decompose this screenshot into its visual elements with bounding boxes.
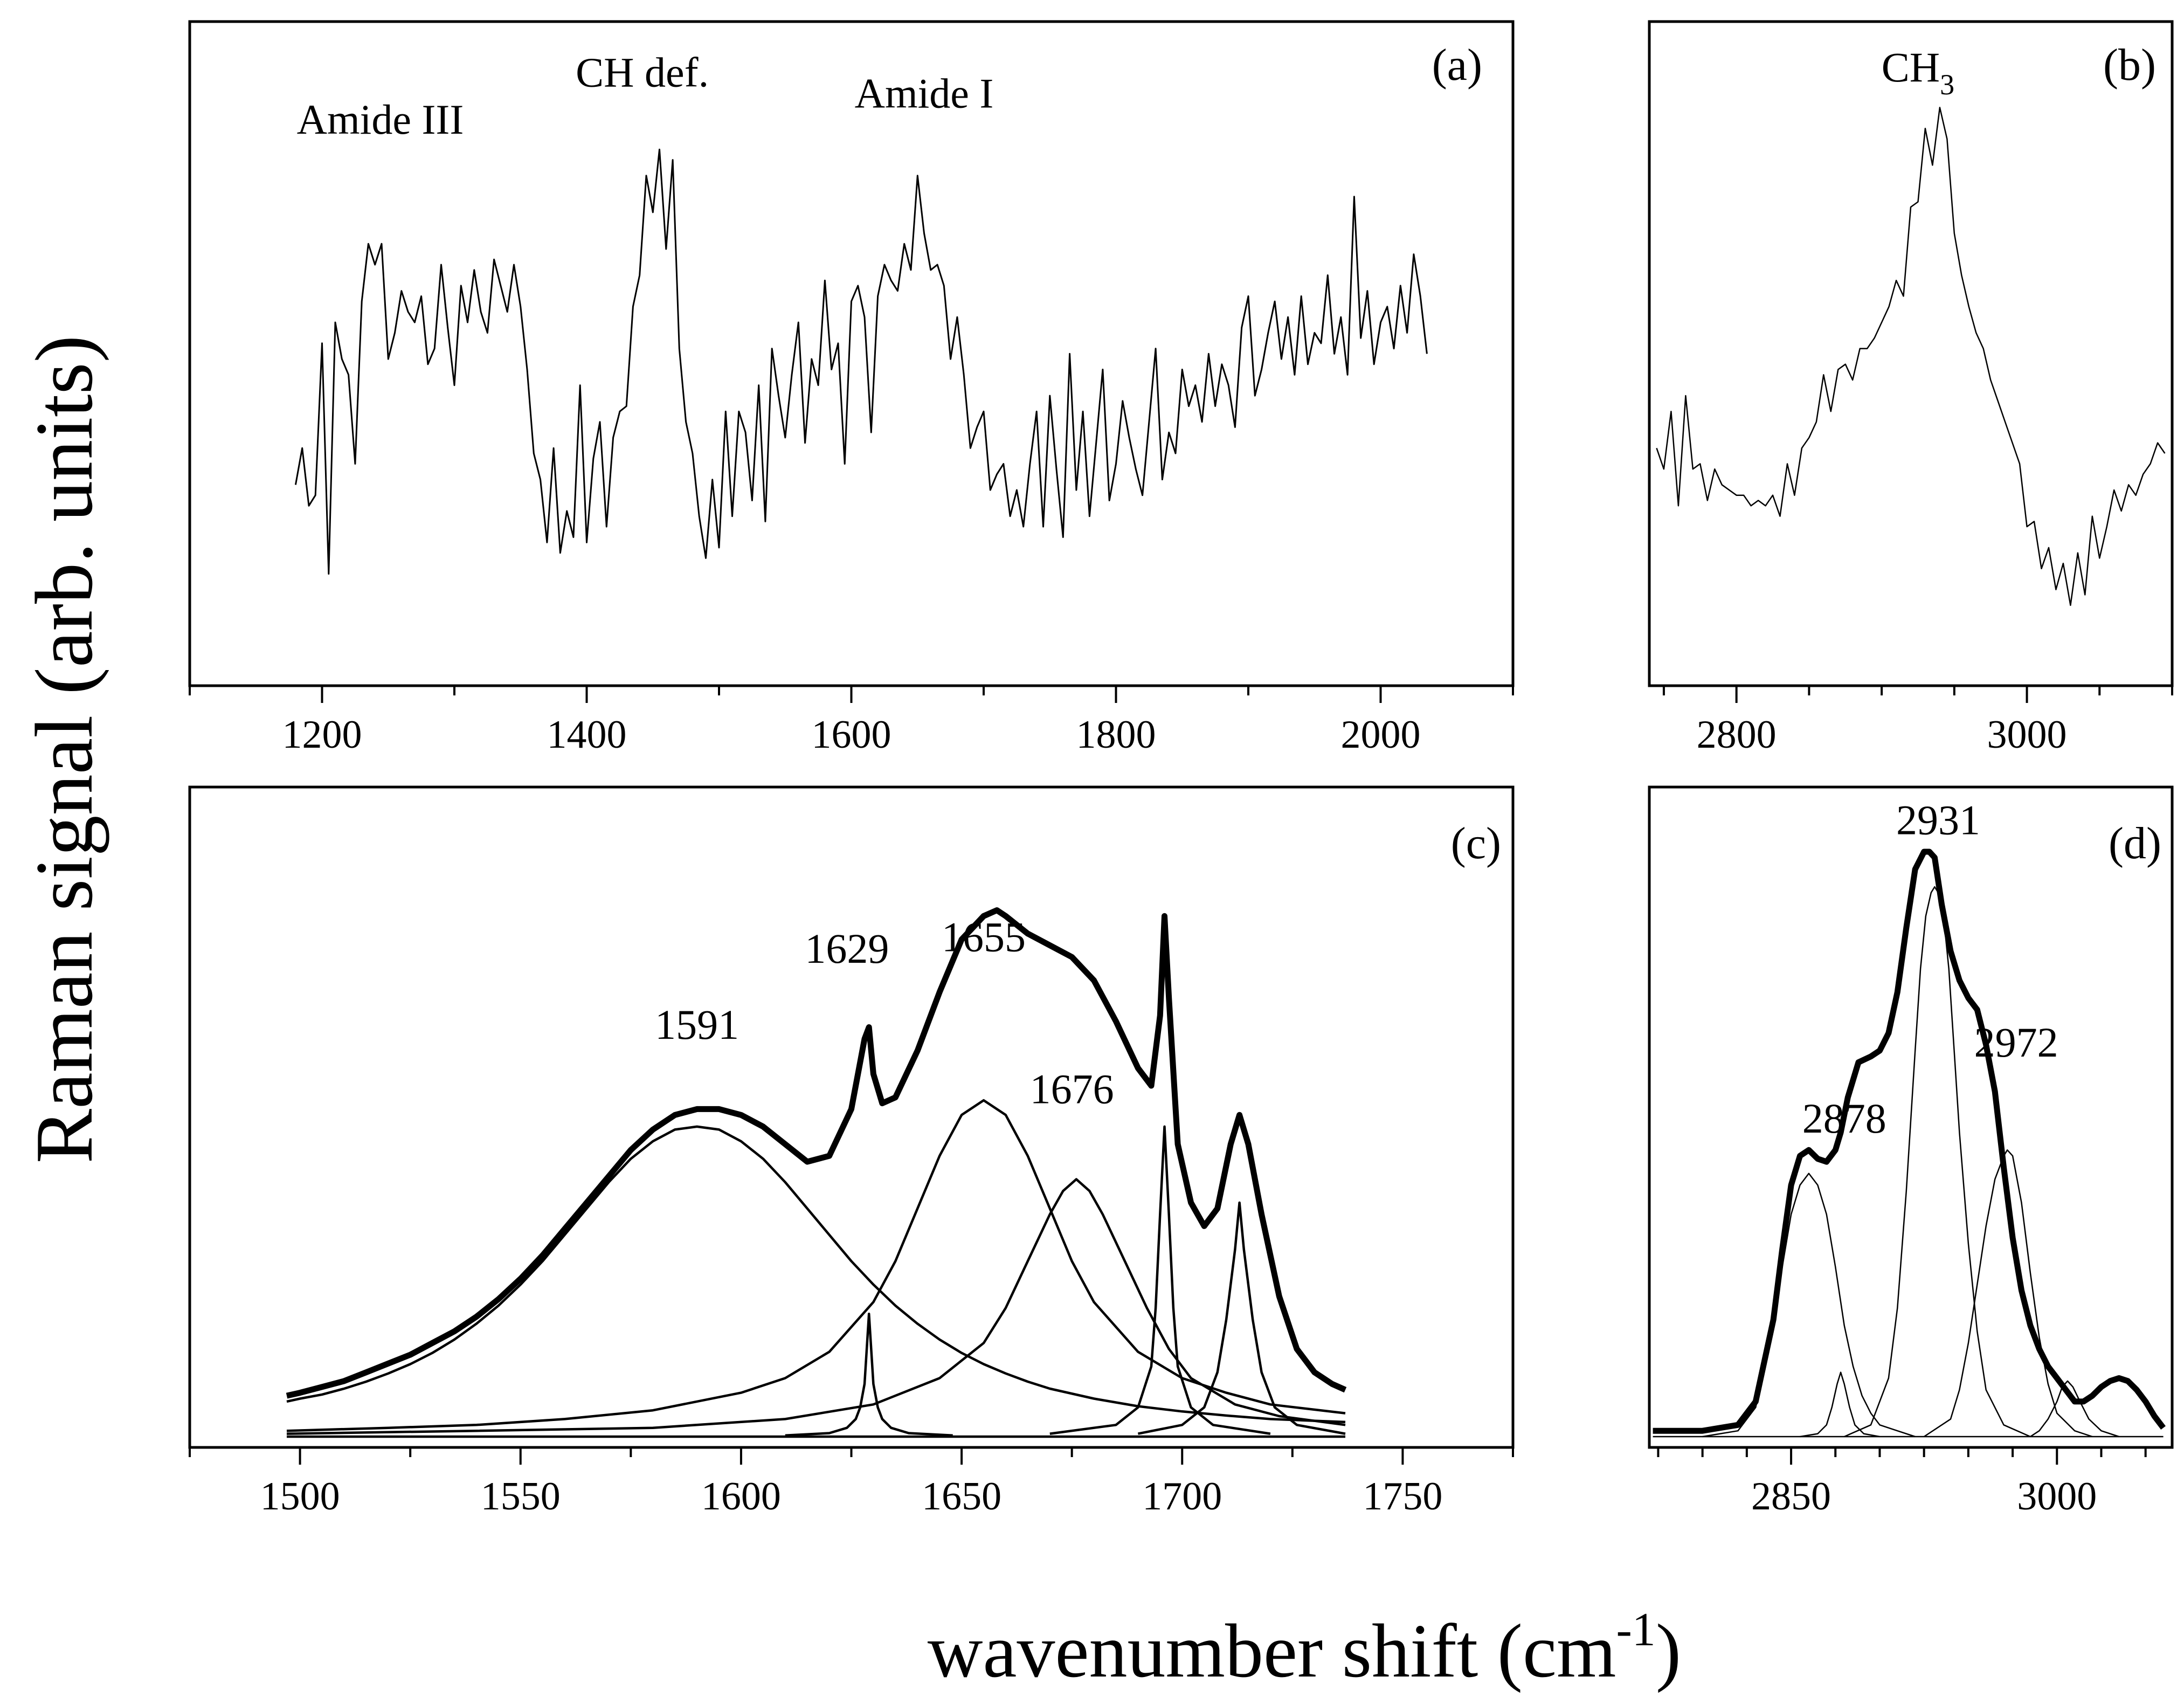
panel-c-annotation-2: 1655 bbox=[942, 913, 1026, 960]
panel-c-tick-label: 1500 bbox=[260, 1474, 340, 1519]
panel-c-series-5 bbox=[1049, 1125, 1271, 1435]
panel-a-tick-label: 1800 bbox=[1076, 713, 1156, 757]
x-axis-title-sup: -1 bbox=[1616, 1604, 1655, 1656]
panel-c-annotation-1-text: 1629 bbox=[805, 925, 889, 972]
panel-d-series-4 bbox=[1924, 1149, 2093, 1438]
panel-c-annotation-2-text: 1655 bbox=[942, 913, 1026, 960]
panel-d: 2850 3000 2878 2931 2972 (d) bbox=[1648, 785, 2174, 1519]
panel-a-annotation-2: Amide I bbox=[855, 70, 994, 116]
panel-a-series bbox=[294, 148, 1428, 575]
panel-b-series bbox=[1656, 107, 2166, 606]
panel-a-annotation-1: CH def. bbox=[576, 49, 709, 96]
panel-c-series bbox=[286, 907, 1347, 1438]
panel-c-tick-label: 1600 bbox=[701, 1474, 781, 1519]
panel-d-annotations: 2878 2931 2972 bbox=[1802, 796, 2058, 1141]
panel-d-annotation-2-text: 2972 bbox=[1974, 1019, 2058, 1066]
panel-c-annotation-1: 1629 bbox=[805, 925, 889, 972]
panel-c-annotation-0: 1591 bbox=[655, 1001, 739, 1048]
x-axis-title: wavenumber shift (cm-1) bbox=[928, 1604, 1681, 1693]
panel-c-series-2 bbox=[785, 1312, 953, 1437]
y-axis-title: Raman signal (arb. units) bbox=[19, 335, 109, 1164]
panel-b-annotation-0-text: CH bbox=[1882, 44, 1940, 91]
panel-a-tick-label: 1200 bbox=[282, 713, 362, 757]
panel-d-annotation-1-text: 2931 bbox=[1896, 796, 1980, 843]
panel-d-x-axis: 2850 3000 bbox=[1657, 1447, 2147, 1519]
panel-c: 1500 1550 1600 1650 1700 1750 1591 1629 1655 167… bbox=[188, 785, 1515, 1519]
panel-d-annotation-0: 2878 bbox=[1802, 1095, 1886, 1142]
panel-c-series-4 bbox=[286, 1178, 1346, 1435]
panel-b-label: (b) bbox=[2103, 40, 2156, 90]
panel-c-label: (c) bbox=[1451, 818, 1501, 868]
x-axis-title-close: ) bbox=[1656, 1608, 1681, 1693]
panel-a-series-0 bbox=[294, 148, 1428, 575]
panel-a-annotation-2-text: Amide I bbox=[855, 70, 994, 116]
panel-c-x-axis: 1500 1550 1600 1650 1700 1750 bbox=[189, 1447, 1514, 1519]
panel-b-annotations: CH3 bbox=[1882, 44, 1954, 101]
panel-a-tick-label: 1400 bbox=[547, 713, 627, 757]
panel-b-annotation-0: CH3 bbox=[1882, 44, 1954, 101]
panel-a-x-axis: 1200 1400 1600 1800 2000 bbox=[189, 686, 1514, 757]
panel-a-tick-label: 1600 bbox=[812, 713, 891, 757]
x-axis-title-main: wavenumber shift (cm bbox=[928, 1608, 1616, 1693]
panel-c-annotation-3-text: 1676 bbox=[1030, 1066, 1114, 1113]
panel-c-series-1 bbox=[286, 1125, 1346, 1424]
panel-d-tick-label: 2850 bbox=[1751, 1474, 1831, 1519]
panel-d-annotation-0-text: 2878 bbox=[1802, 1095, 1886, 1142]
panel-a-annotation-0: Amide III bbox=[297, 96, 464, 143]
panel-c-tick-label: 1750 bbox=[1363, 1474, 1442, 1519]
panel-c-annotation-3: 1676 bbox=[1030, 1066, 1114, 1113]
panel-c-annotation-0-text: 1591 bbox=[655, 1001, 739, 1048]
panel-c-tick-label: 1700 bbox=[1142, 1474, 1222, 1519]
panel-d-series bbox=[1653, 848, 2166, 1438]
panel-d-annotation-1: 2931 bbox=[1896, 796, 1980, 843]
panel-b-tick-label: 2800 bbox=[1697, 713, 1777, 757]
panel-d-tick-label: 3000 bbox=[2017, 1474, 2097, 1519]
panel-d-annotation-2: 2972 bbox=[1974, 1019, 2058, 1066]
panel-c-annotations: 1591 1629 1655 1676 bbox=[655, 913, 1114, 1112]
panel-a-annotation-0-text: Amide III bbox=[297, 96, 464, 143]
panel-d-series-0 bbox=[1653, 848, 2166, 1434]
panel-c-tick-label: 1550 bbox=[481, 1474, 561, 1519]
panel-b-tick-label: 3000 bbox=[1987, 713, 2067, 757]
panel-d-label: (d) bbox=[2109, 818, 2161, 868]
panel-b: 2800 3000 CH3 (b) bbox=[1648, 20, 2174, 757]
panel-d-frame bbox=[1648, 785, 2174, 1449]
panel-a-annotations: Amide III CH def. Amide I bbox=[297, 49, 994, 143]
panel-d-series-5 bbox=[2030, 1380, 2119, 1438]
panel-d-series-3 bbox=[1844, 886, 2031, 1438]
panel-d-series-1 bbox=[1702, 1172, 1916, 1438]
panel-d-series-2 bbox=[1800, 1371, 1880, 1438]
panel-b-frame bbox=[1648, 20, 2174, 687]
panel-a-annotation-1-text: CH def. bbox=[576, 49, 709, 96]
panel-c-series-0 bbox=[286, 907, 1347, 1399]
panel-c-tick-label: 1650 bbox=[922, 1474, 1001, 1519]
panel-b-series-0 bbox=[1656, 107, 2166, 606]
panel-c-series-3 bbox=[286, 1099, 1346, 1432]
panel-c-series-6 bbox=[1137, 1201, 1346, 1435]
panel-b-x-axis: 2800 3000 bbox=[1662, 686, 2173, 757]
panel-b-annotation-0-sub: 3 bbox=[1940, 68, 1954, 101]
panel-a-label: (a) bbox=[1432, 40, 1482, 90]
panel-a-tick-label: 2000 bbox=[1341, 713, 1421, 757]
